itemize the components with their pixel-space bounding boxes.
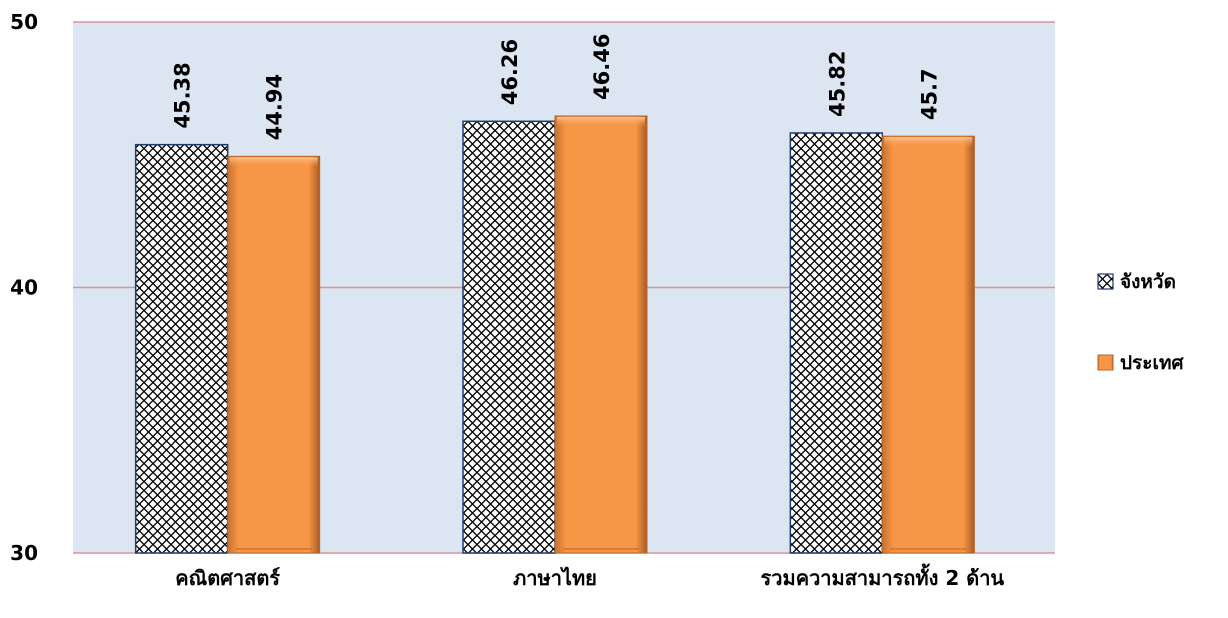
y-tick-label: 30 — [10, 541, 38, 565]
data-label: 46.26 — [498, 39, 522, 105]
legend-label: ประเทศ — [1120, 352, 1184, 374]
data-label: 45.82 — [825, 51, 849, 117]
legend-swatch — [1097, 354, 1114, 371]
x-tick-label: ภาษาไทย — [513, 566, 597, 590]
legend-swatch — [1097, 273, 1114, 290]
data-label: 45.7 — [917, 68, 941, 120]
legend-label: จังหวัด — [1120, 271, 1176, 293]
bar-series-2 — [881, 135, 975, 554]
data-label: 44.94 — [263, 74, 287, 140]
x-tick-label: คณิตศาสตร์ — [175, 566, 280, 590]
bar-series-2 — [554, 115, 648, 554]
data-label: 45.38 — [171, 62, 195, 128]
bar-series-1 — [789, 132, 884, 554]
y-tick-label: 50 — [10, 10, 38, 34]
bar-bevel — [229, 157, 318, 168]
data-label: 46.46 — [590, 34, 614, 100]
x-tick-label: รวมความสามารถทั้ง 2 ด้าน — [761, 563, 1005, 590]
bar-series-1 — [134, 143, 229, 554]
bar-series-1 — [462, 120, 556, 554]
bar-bevel — [884, 137, 973, 148]
y-tick-label: 40 — [10, 276, 38, 300]
bar-series-2 — [227, 155, 321, 554]
bar-bevel — [557, 116, 645, 127]
